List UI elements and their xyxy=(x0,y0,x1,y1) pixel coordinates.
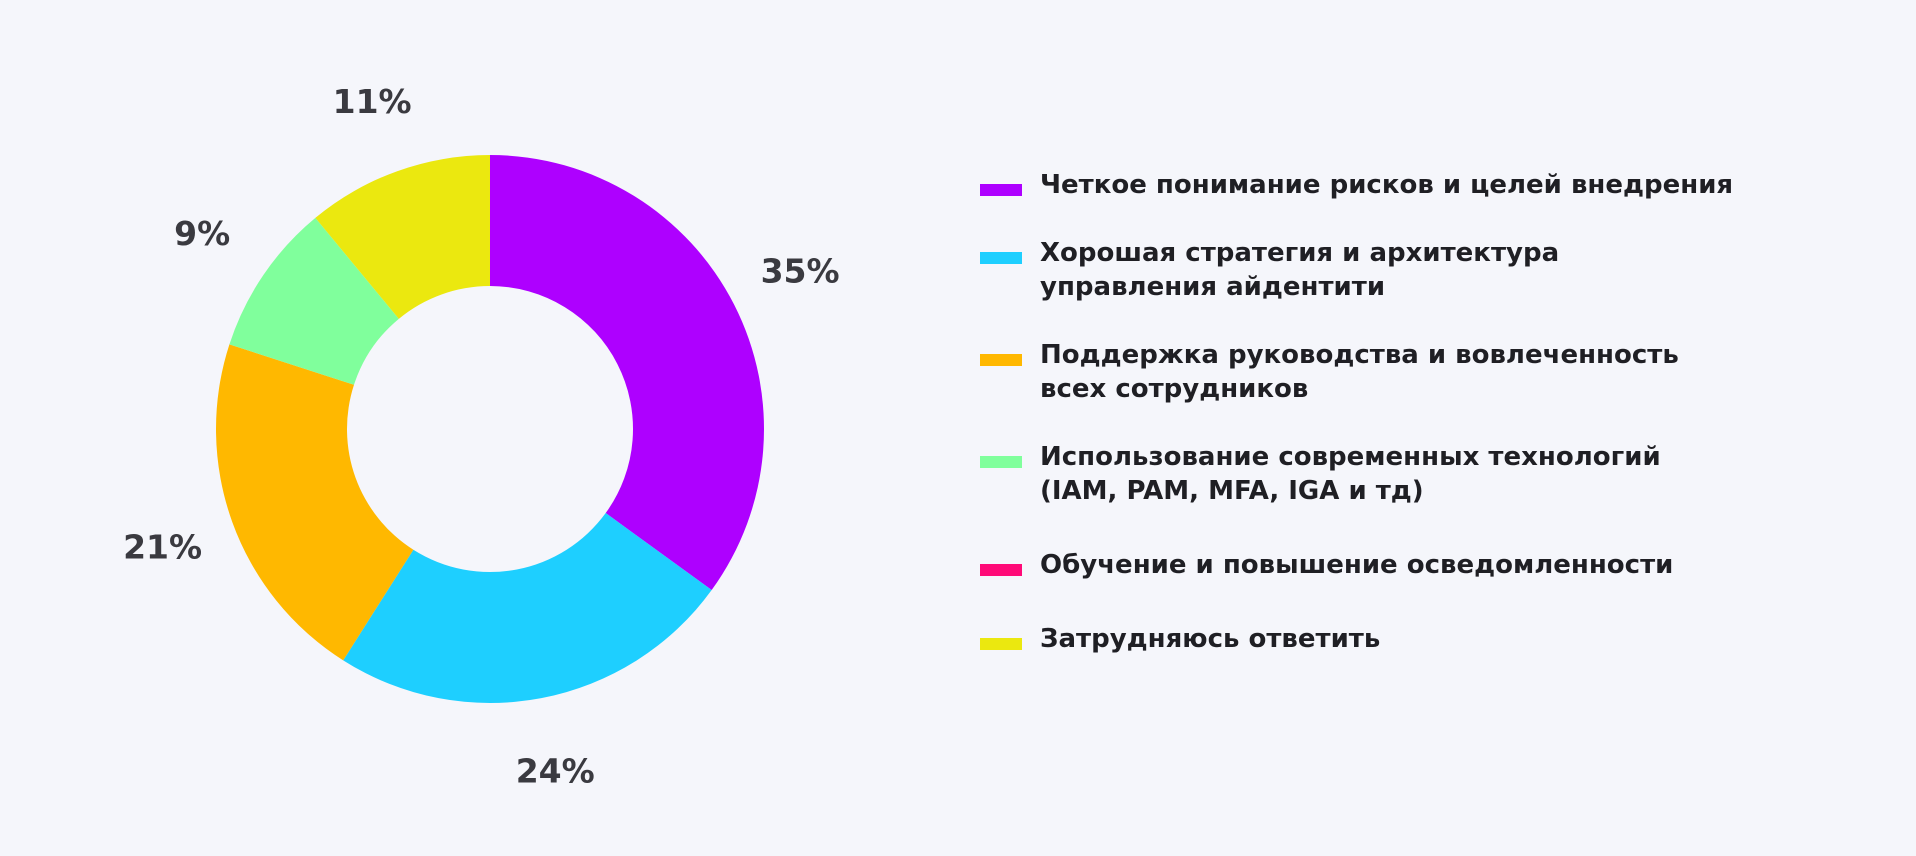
donut-chart: 35% 24% 21% 9% 11% xyxy=(0,0,920,856)
donut-slice xyxy=(315,155,490,319)
legend-item: Четкое понимание рисков и целей внедрени… xyxy=(980,168,1880,202)
legend-swatch xyxy=(980,456,1022,468)
legend-swatch xyxy=(980,184,1022,196)
legend-item: Поддержка руководства и вовлеченность вс… xyxy=(980,338,1880,406)
legend-swatch xyxy=(980,354,1022,366)
legend-label: Затрудняюсь ответить xyxy=(1040,624,1381,654)
slice-percent-label: 9% xyxy=(174,214,230,253)
slice-percent-label: 11% xyxy=(333,82,412,121)
slice-percent-label: 35% xyxy=(761,252,840,291)
legend-item: Затрудняюсь ответить xyxy=(980,622,1880,656)
legend-item: Использование современных технологий (IA… xyxy=(980,440,1880,508)
legend-label: Использование современных технологий (IA… xyxy=(1040,442,1661,506)
legend-swatch xyxy=(980,638,1022,650)
donut-slice xyxy=(215,344,414,661)
donut-slice xyxy=(229,217,399,385)
donut-chart-svg: 35% 24% 21% 9% 11% xyxy=(123,82,840,790)
legend-label: Обучение и повышение осведомленности xyxy=(1040,550,1674,580)
chart-legend: Четкое понимание рисков и целей внедрени… xyxy=(980,168,1880,656)
slice-percent-label: 24% xyxy=(516,751,595,790)
legend-item: Обучение и повышение осведомленности xyxy=(980,548,1880,582)
legend-swatch xyxy=(980,252,1022,264)
legend-label: Четкое понимание рисков и целей внедрени… xyxy=(1040,170,1734,200)
legend-label: Поддержка руководства и вовлеченность вс… xyxy=(1040,340,1679,404)
donut-slice xyxy=(490,155,764,591)
slice-percent-label: 21% xyxy=(123,527,202,566)
legend-label: Хорошая стратегия и архитектура управлен… xyxy=(1040,238,1560,302)
legend-swatch xyxy=(980,564,1022,576)
donut-slice xyxy=(343,513,712,703)
legend-item: Хорошая стратегия и архитектура управлен… xyxy=(980,236,1880,304)
